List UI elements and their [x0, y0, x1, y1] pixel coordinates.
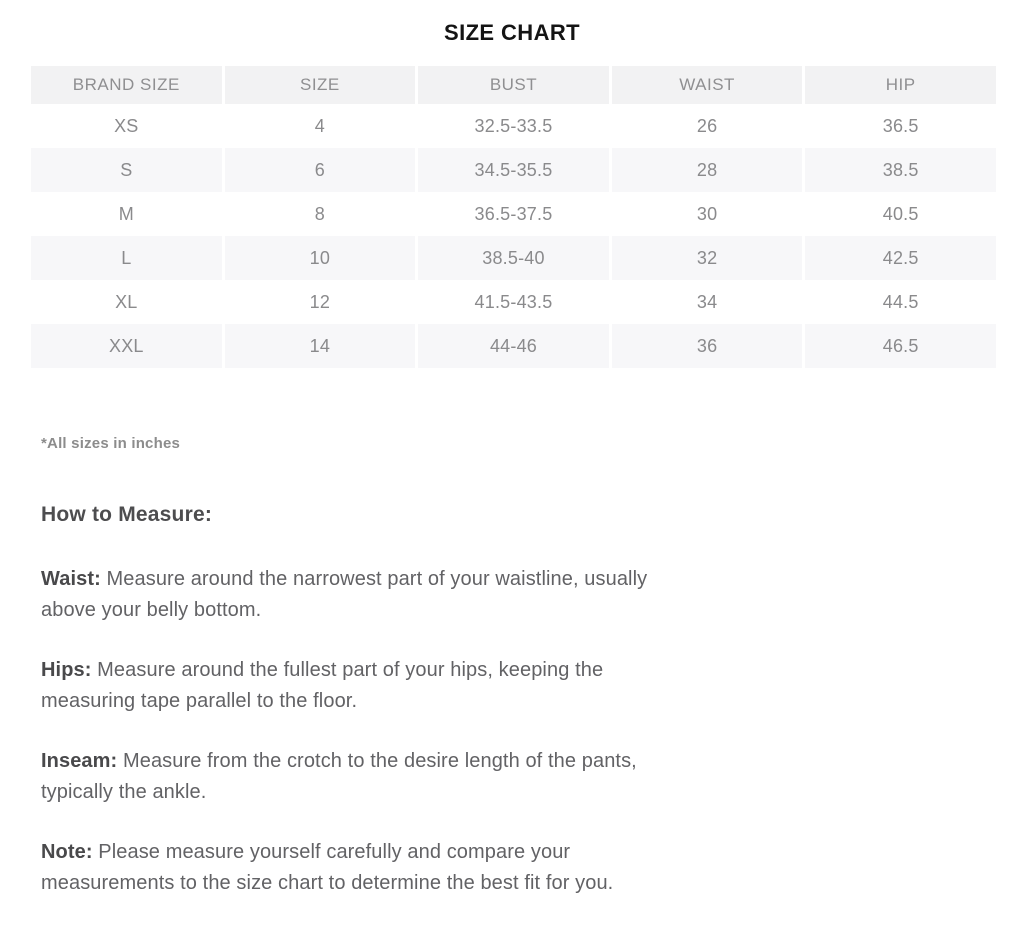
cell-hip: 36.5: [882, 115, 919, 136]
cell-size: 12: [309, 291, 331, 312]
cell-waist: 26: [696, 115, 718, 136]
page-title: SIZE CHART: [444, 20, 580, 45]
measure-hips-label: Hips:: [41, 659, 92, 681]
measure-note-text: Please measure yourself carefully and co…: [41, 841, 614, 894]
table-row-m: M 8 36.5-37.5 30 40.5: [31, 192, 996, 236]
cell-bust: 36.5-37.5: [474, 203, 553, 224]
column-header-hip: HIP: [805, 66, 996, 104]
table-row-xxl: XXL 14 44-46 36 46.5: [31, 324, 996, 368]
measure-note-paragraph: Note: Please measure yourself carefully …: [41, 837, 841, 899]
cell-bust: 38.5-40: [418, 236, 609, 280]
cell-size: 14: [224, 324, 416, 368]
cell-hip: 38.5: [805, 148, 996, 192]
size-table: BRAND SIZE SIZE BUST WAIST HIP XS 4 32.5…: [31, 66, 996, 368]
cell-hip: 42.5: [805, 236, 996, 280]
cell-waist: 32: [611, 236, 803, 280]
cell-brand-size: XS: [114, 115, 139, 136]
cell-waist: 30: [696, 203, 718, 224]
how-to-measure-heading: How to Measure:: [41, 503, 213, 526]
cell-brand-size: S: [31, 148, 222, 192]
cell-bust: 34.5-35.5: [418, 148, 609, 192]
measure-waist-label: Waist:: [41, 568, 101, 590]
cell-brand-size: XXL: [31, 324, 222, 368]
measure-hips-text: Measure around the fullest part of your …: [41, 659, 604, 712]
cell-hip: 40.5: [882, 203, 919, 224]
measure-hips-paragraph: Hips: Measure around the fullest part of…: [41, 655, 841, 717]
table-row-xl: XL 12 41.5-43.5 34 44.5: [31, 280, 996, 324]
column-header-brand-size: BRAND SIZE: [31, 66, 222, 104]
cell-waist: 28: [611, 148, 803, 192]
column-header-size: SIZE: [224, 66, 416, 104]
cell-hip: 44.5: [882, 291, 919, 312]
cell-brand-size: L: [31, 236, 222, 280]
measure-waist-paragraph: Waist: Measure around the narrowest part…: [41, 564, 841, 626]
cell-brand-size: M: [118, 203, 134, 224]
measure-inseam-text: Measure from the crotch to the desire le…: [41, 750, 637, 803]
cell-size: 10: [224, 236, 416, 280]
cell-waist: 34: [696, 291, 718, 312]
size-table-header-row: BRAND SIZE SIZE BUST WAIST HIP: [31, 66, 996, 104]
cell-size: 8: [314, 203, 325, 224]
table-row-s: S 6 34.5-35.5 28 38.5: [31, 148, 996, 192]
table-row-xs: XS 4 32.5-33.5 26 36.5: [31, 104, 996, 148]
cell-bust: 32.5-33.5: [474, 115, 553, 136]
table-row-l: L 10 38.5-40 32 42.5: [31, 236, 996, 280]
cell-size: 4: [314, 115, 325, 136]
measure-inseam-label: Inseam:: [41, 750, 118, 772]
cell-bust: 41.5-43.5: [474, 291, 553, 312]
cell-waist: 36: [611, 324, 803, 368]
column-header-bust: BUST: [418, 66, 609, 104]
column-header-waist: WAIST: [611, 66, 803, 104]
measure-waist-text: Measure around the narrowest part of you…: [41, 568, 648, 621]
measure-note-label: Note:: [41, 841, 93, 863]
cell-brand-size: XL: [115, 291, 138, 312]
cell-hip: 46.5: [805, 324, 996, 368]
cell-size: 6: [224, 148, 416, 192]
measure-inseam-paragraph: Inseam: Measure from the crotch to the d…: [41, 746, 841, 808]
cell-bust: 44-46: [418, 324, 609, 368]
units-footnote: *All sizes in inches: [41, 435, 181, 452]
